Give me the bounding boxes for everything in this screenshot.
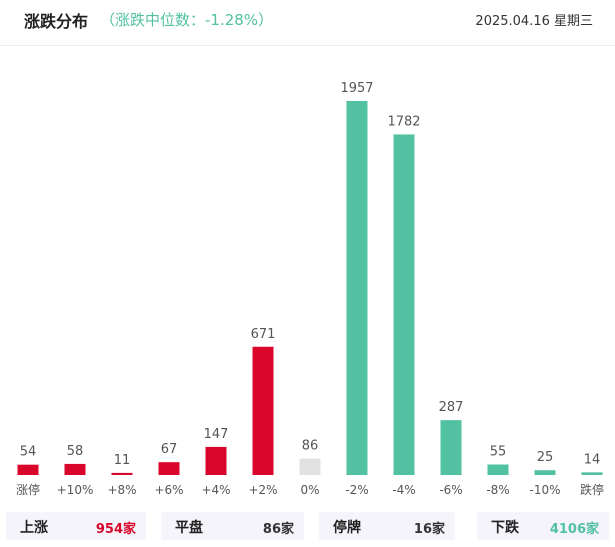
category-label: 涨停 [16,482,40,497]
category-label: +4% [201,483,230,497]
bar-跌停 [581,472,603,475]
bar-value-label: 55 [490,444,507,459]
summary-value: 16家 [413,522,445,537]
bar-value-label: 147 [204,427,229,442]
date-label: 2025.04.16 星期三 [475,14,593,29]
chart-title: 涨跌分布 [24,12,89,31]
summary-label: 平盘 [175,520,203,536]
summary-label: 下跌 [491,520,519,536]
category-label: +10% [57,483,94,497]
category-label: -8% [486,483,509,497]
category-label: -10% [529,483,560,497]
bar--2% [346,101,368,475]
bar-value-label: 671 [251,327,276,342]
category-label: +8% [107,483,136,497]
bar--6% [440,420,462,475]
chart-header: 涨跌分布 （涨跌中位数：-1.28%） 2025.04.16 星期三 [0,0,615,46]
bar-0% [299,458,321,475]
bar-+6% [158,462,180,475]
median-change-subtitle: （涨跌中位数：-1.28%） [100,11,274,29]
bar-+10% [64,463,86,475]
bar--10% [534,470,556,475]
bar-value-label: 25 [537,450,554,465]
bar-value-label: 287 [439,400,464,415]
bar--4% [393,134,415,476]
summary-value: 4106家 [549,522,599,537]
bar-value-label: 1782 [387,114,420,129]
category-label: 0% [300,483,319,497]
bar-+2% [252,346,274,475]
bar-value-label: 54 [20,445,37,460]
summary-label: 上涨 [20,520,48,536]
summary-suspended: 停牌 16家 [319,512,455,540]
bar-value-label: 67 [161,442,178,457]
summary-label: 停牌 [333,520,361,536]
category-label: +2% [248,483,277,497]
bar-+4% [205,446,227,475]
bar-value-label: 86 [302,439,319,454]
bar-涨停 [17,464,39,475]
bar-value-label: 11 [114,453,131,468]
bar-value-label: 1957 [340,81,373,96]
bar-+8% [111,472,133,475]
summary-up: 上涨 954家 [6,512,146,540]
category-label: -2% [345,483,368,497]
bar-value-label: 58 [67,444,84,459]
category-label: +6% [154,483,183,497]
summary-value: 86家 [262,522,294,537]
bar-value-label: 14 [584,452,601,467]
summary-value: 954家 [95,522,136,537]
summary-flat: 平盘 86家 [161,512,304,540]
category-label: 跌停 [580,482,604,497]
category-label: -6% [439,483,462,497]
summary-down: 下跌 4106家 [477,512,609,540]
category-label: -4% [392,483,415,497]
bar--8% [487,464,509,475]
distribution-bar-chart: 54 涨停 58 +10% 11 +8% 67 +6% 147 +4% 671 +2% 86 0% 1957… [16,81,604,497]
